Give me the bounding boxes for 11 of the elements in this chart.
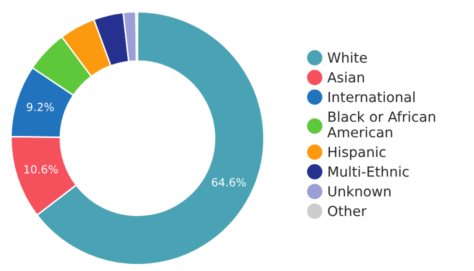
legend-label: Asian bbox=[327, 72, 364, 83]
legend-label: Black or African American bbox=[327, 111, 436, 138]
data-label: 64.6% bbox=[212, 178, 246, 187]
data-label: 9.2% bbox=[26, 102, 54, 112]
data-label: 10.6% bbox=[24, 165, 58, 174]
legend-label: Hispanic bbox=[328, 146, 386, 160]
legend-label: Unknown bbox=[328, 186, 391, 197]
legend-label: Multi-Ethnic bbox=[328, 166, 409, 177]
legend-label: Other bbox=[328, 205, 367, 216]
legend-label: White bbox=[328, 52, 367, 63]
legend-label: International bbox=[328, 91, 415, 102]
